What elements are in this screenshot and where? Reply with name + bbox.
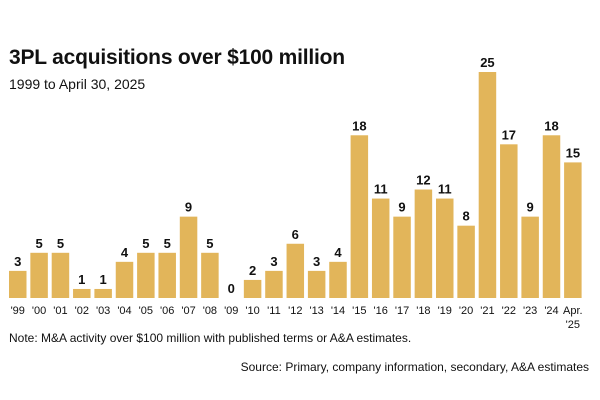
bar-12 <box>265 270 283 298</box>
bar-20 <box>436 198 454 298</box>
x-tick-label-2: '01 <box>53 305 67 317</box>
chart-title: 3PL acquisitions over $100 million <box>9 46 345 69</box>
x-tick-label-9: '08 <box>203 305 217 317</box>
data-label-18: 9 <box>398 200 405 215</box>
x-tick-label-8: '07 <box>181 305 195 317</box>
x-tick-label-25: '24 <box>544 305 558 317</box>
bar-11 <box>243 279 262 298</box>
bar-25 <box>542 135 561 298</box>
bar-22 <box>478 72 497 298</box>
data-label-26: 15 <box>566 145 580 160</box>
bar-9 <box>201 252 219 298</box>
x-tick-label-20: '19 <box>438 305 452 317</box>
bar-16 <box>350 135 369 298</box>
x-tick-label-22: '21 <box>480 305 494 317</box>
x-tick-label-0: '99 <box>11 305 25 317</box>
bar-24 <box>521 216 539 298</box>
bar-21 <box>457 225 475 298</box>
data-label-16: 18 <box>352 118 366 133</box>
x-tick-label-15: '14 <box>331 305 345 317</box>
x-tick-label-7: '06 <box>160 305 174 317</box>
bar-5 <box>115 261 134 298</box>
x-tick-label-17: '16 <box>374 305 388 317</box>
data-label-13: 6 <box>292 227 299 242</box>
data-label-21: 8 <box>462 209 469 224</box>
x-tick-label-14: '13 <box>309 305 323 317</box>
x-tick-label-3: '02 <box>75 305 89 317</box>
data-label-4: 1 <box>100 272 107 287</box>
x-tick-label-6: '05 <box>139 305 153 317</box>
data-label-6: 5 <box>142 236 149 251</box>
x-tick-label-23: '22 <box>502 305 516 317</box>
x-tick-label-24: '23 <box>523 305 537 317</box>
x-tick-label-12: '11 <box>267 305 281 317</box>
data-label-17: 11 <box>374 182 388 197</box>
x-tick-label-13: '12 <box>288 305 302 317</box>
data-label-11: 2 <box>249 263 256 278</box>
bar-13 <box>286 243 305 298</box>
data-label-9: 5 <box>206 236 213 251</box>
data-label-19: 12 <box>416 173 430 188</box>
data-label-3: 1 <box>78 272 85 287</box>
bar-7 <box>158 252 176 298</box>
data-label-5: 4 <box>121 245 129 260</box>
bar-14 <box>307 270 326 298</box>
x-tick-label-10: '09 <box>224 305 238 317</box>
data-label-8: 9 <box>185 200 192 215</box>
bar-26 <box>564 162 582 298</box>
bar-4 <box>94 288 112 298</box>
chart-source: Source: Primary, company information, se… <box>240 360 589 374</box>
data-label-2: 5 <box>57 236 64 251</box>
data-label-23: 17 <box>502 127 516 142</box>
bar-15 <box>329 261 347 298</box>
bar-2 <box>51 252 70 298</box>
chart-note: Note: M&A activity over $100 million wit… <box>9 331 412 345</box>
x-tick-label-26-0: Apr. <box>563 305 583 317</box>
x-tick-label-4: '03 <box>96 305 110 317</box>
data-label-25: 18 <box>544 118 558 133</box>
data-label-14: 3 <box>313 254 320 269</box>
bar-17 <box>371 198 390 298</box>
bar-6 <box>137 252 155 298</box>
bar-3 <box>73 288 91 298</box>
data-label-0: 3 <box>14 254 21 269</box>
data-label-15: 4 <box>334 245 342 260</box>
bar-19 <box>414 189 433 298</box>
data-label-12: 3 <box>270 254 277 269</box>
bar-18 <box>393 216 411 298</box>
x-tick-label-19: '18 <box>416 305 430 317</box>
x-tick-label-5: '04 <box>117 305 131 317</box>
bar-23 <box>500 144 518 298</box>
x-tick-label-1: '00 <box>32 305 46 317</box>
data-label-20: 11 <box>438 182 452 197</box>
bar-0 <box>9 270 27 298</box>
x-tick-label-26-1: '25 <box>566 319 580 331</box>
bar-8 <box>179 216 198 298</box>
x-tick-label-16: '15 <box>352 305 366 317</box>
data-label-24: 9 <box>527 200 534 215</box>
x-tick-label-21: '20 <box>459 305 473 317</box>
bar-1 <box>30 252 48 298</box>
x-tick-label-11: '10 <box>245 305 259 317</box>
data-label-1: 5 <box>35 236 42 251</box>
data-label-22: 25 <box>480 55 494 70</box>
x-tick-label-18: '17 <box>395 305 409 317</box>
chart-subtitle: 1999 to April 30, 2025 <box>9 76 146 92</box>
data-label-10: 0 <box>228 281 235 296</box>
data-label-7: 5 <box>164 236 171 251</box>
